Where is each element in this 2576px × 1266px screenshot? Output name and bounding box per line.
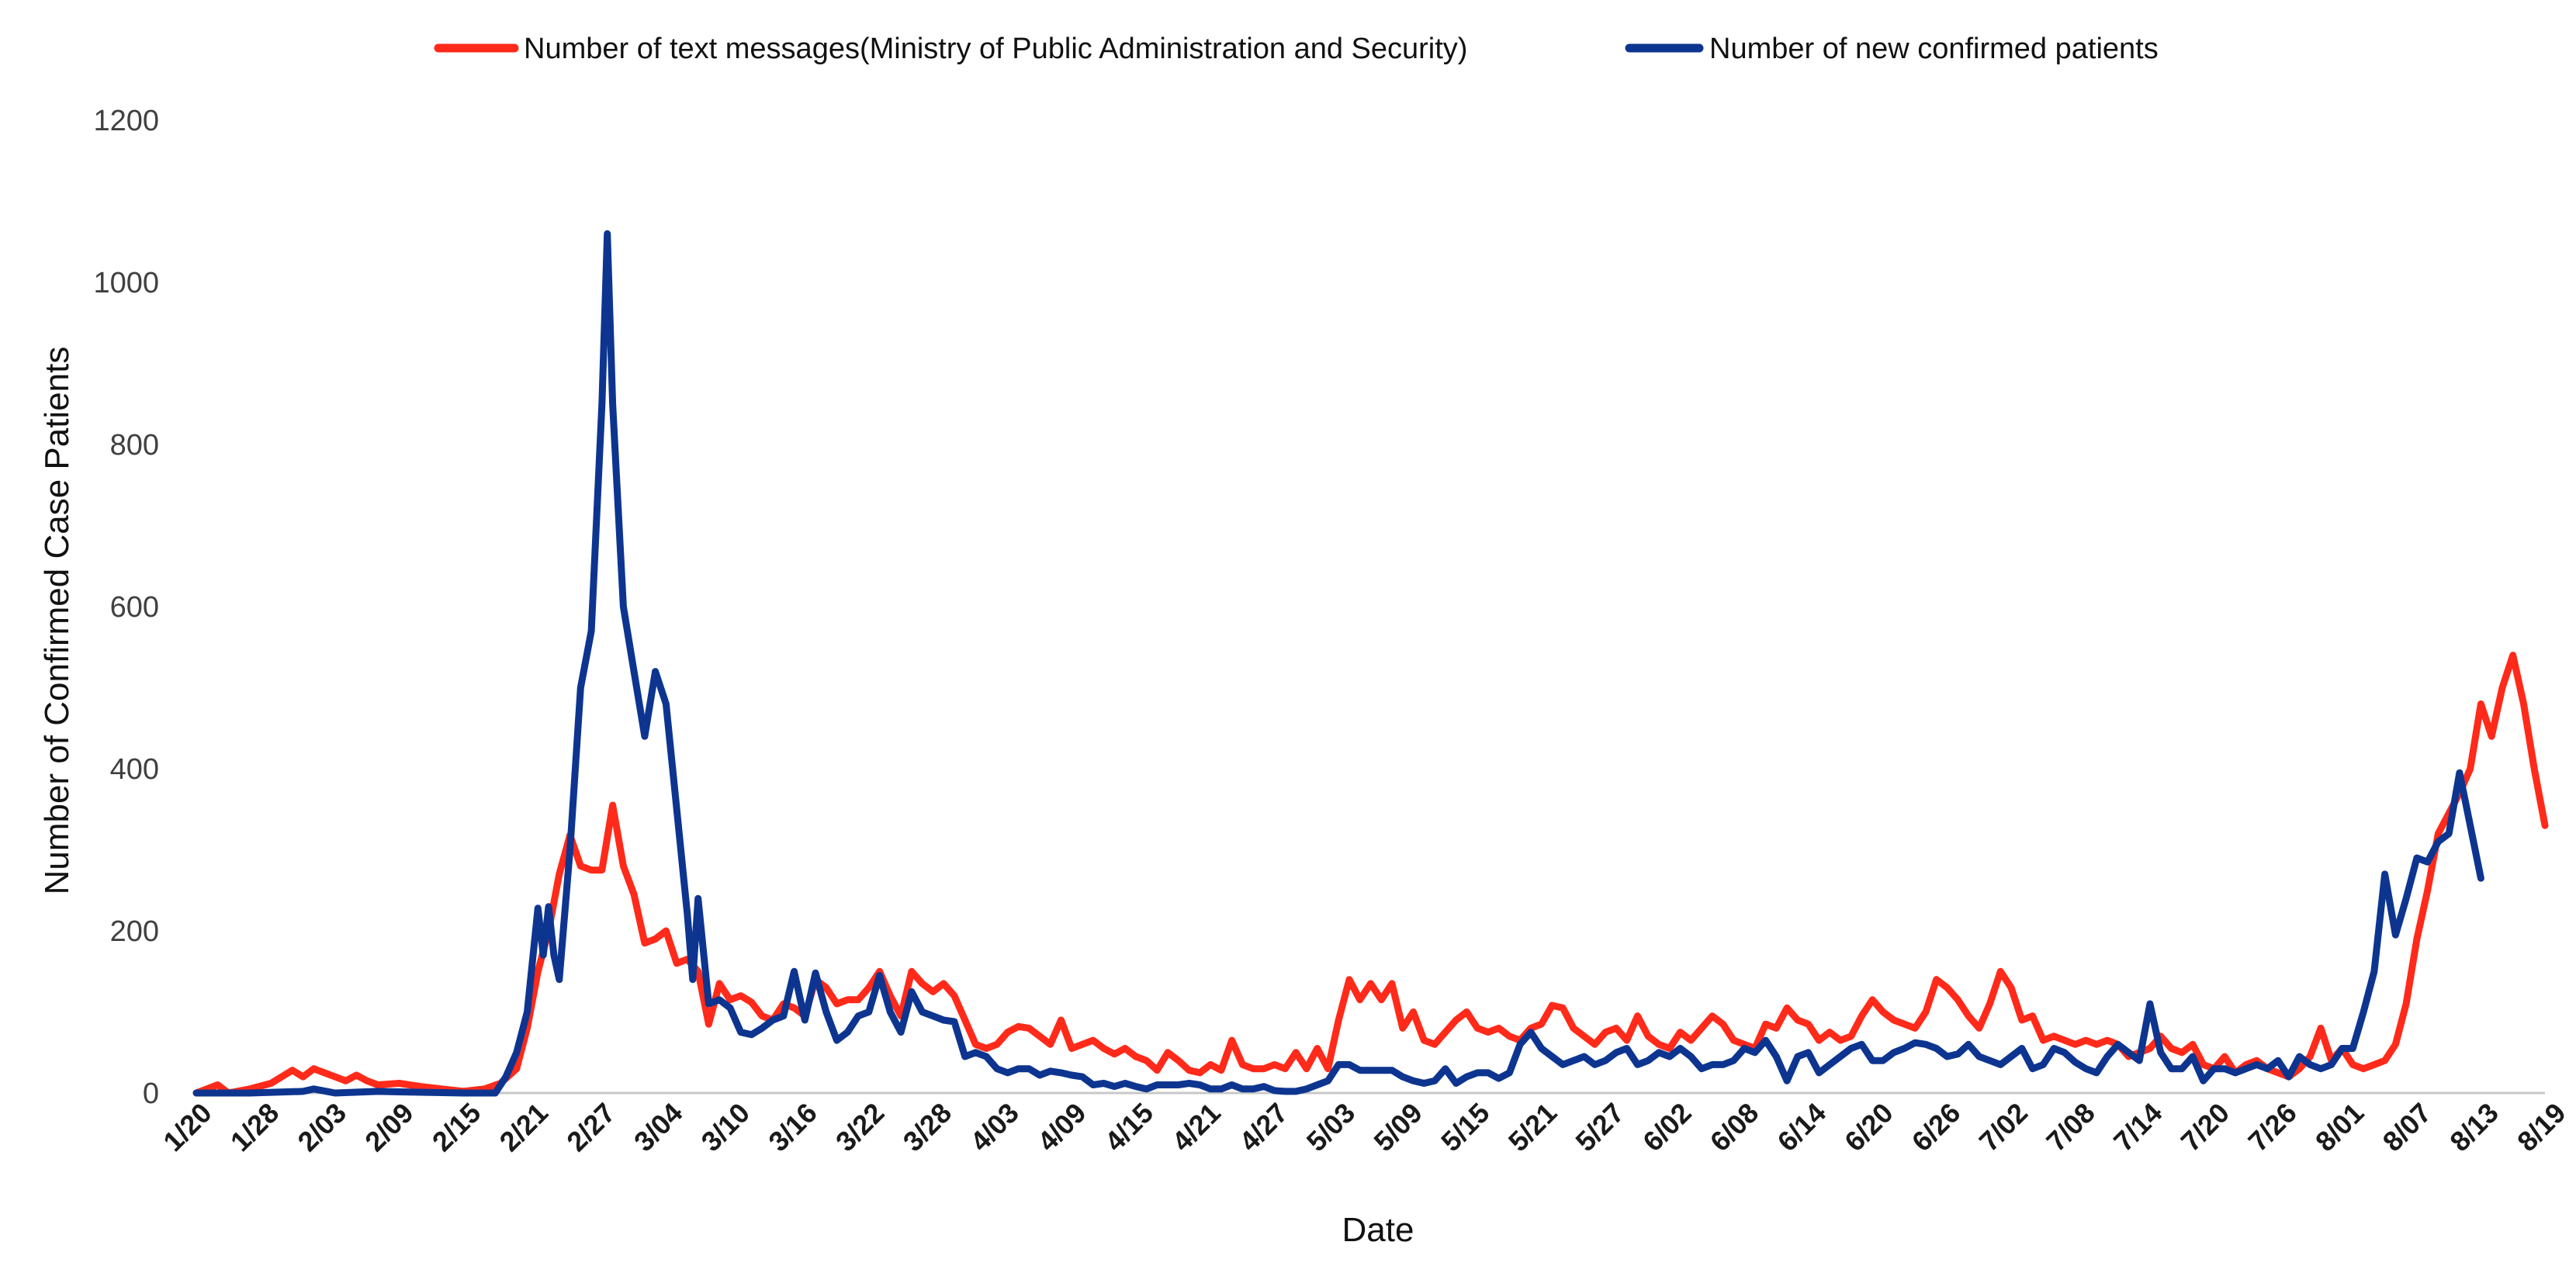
x-tick-label: 7/02 — [1973, 1097, 2034, 1158]
y-tick-label: 400 — [110, 753, 159, 786]
x-tick-label: 3/16 — [762, 1097, 823, 1158]
y-tick-label: 200 — [110, 915, 159, 948]
x-tick-label: 2/09 — [358, 1097, 420, 1158]
x-tick-label: 5/21 — [1502, 1097, 1563, 1158]
y-axis-ticks: 0 200 400 600 800 1000 1200 — [93, 105, 159, 1110]
x-tick-label: 4/27 — [1233, 1097, 1294, 1158]
x-tick-label: 2/27 — [560, 1097, 621, 1158]
x-tick-label: 8/07 — [2377, 1097, 2438, 1158]
x-axis-ticks: 1/20 1/28 2/03 2/09 2/15 2/21 2/27 3/04 3/10 3/16… — [157, 1097, 2571, 1158]
x-tick-label: 4/15 — [1099, 1097, 1160, 1158]
x-tick-label: 2/03 — [291, 1097, 352, 1158]
y-tick-label: 1200 — [93, 105, 159, 137]
x-tick-label: 6/20 — [1838, 1097, 1899, 1158]
line-confirmed-patients — [192, 230, 2484, 1097]
y-tick-label: 0 — [143, 1077, 159, 1110]
legend-label-text-messages: Number of text messages(Ministry of Publ… — [524, 33, 1467, 65]
x-tick-label: 5/15 — [1435, 1097, 1496, 1158]
x-tick-label: 5/27 — [1569, 1097, 1630, 1158]
x-tick-label: 3/04 — [628, 1097, 689, 1158]
x-tick-label: 3/22 — [829, 1097, 891, 1158]
x-tick-label: 2/15 — [426, 1097, 487, 1158]
x-tick-label: 7/26 — [2242, 1097, 2303, 1158]
x-tick-label: 6/26 — [1906, 1097, 1967, 1158]
y-tick-label: 1000 — [93, 267, 159, 299]
x-axis-title: Date — [1342, 1211, 1414, 1249]
x-tick-label: 8/19 — [2511, 1097, 2572, 1158]
x-tick-label: 3/10 — [695, 1097, 757, 1158]
x-tick-label: 2/21 — [493, 1097, 555, 1158]
x-tick-label: 6/02 — [1636, 1097, 1698, 1158]
x-tick-label: 7/14 — [2107, 1097, 2169, 1158]
series-text-messages — [192, 652, 2549, 1097]
series-layer — [192, 230, 2549, 1097]
x-tick-label: 1/20 — [157, 1097, 218, 1158]
y-tick-label: 600 — [110, 591, 159, 624]
x-tick-label: 7/20 — [2175, 1097, 2236, 1158]
x-tick-label: 4/09 — [1031, 1097, 1092, 1158]
x-tick-label: 4/03 — [964, 1097, 1025, 1158]
x-tick-label: 3/28 — [897, 1097, 958, 1158]
x-tick-label: 6/14 — [1771, 1097, 1832, 1158]
x-tick-label: 8/01 — [2309, 1097, 2370, 1158]
legend-label-confirmed-patients: Number of new confirmed patients — [1709, 33, 2159, 65]
x-tick-label: 6/08 — [1704, 1097, 1765, 1158]
series-confirmed-patients — [192, 230, 2484, 1097]
legend: Number of text messages(Ministry of Publ… — [434, 33, 2159, 65]
x-tick-label: 5/09 — [1367, 1097, 1428, 1158]
x-tick-label: 1/28 — [224, 1097, 286, 1158]
y-tick-label: 800 — [110, 429, 159, 462]
x-tick-label: 8/13 — [2443, 1097, 2505, 1158]
x-tick-label: 7/08 — [2040, 1097, 2101, 1158]
x-tick-label: 5/03 — [1300, 1097, 1362, 1158]
x-tick-label: 4/21 — [1165, 1097, 1227, 1158]
line-text-messages — [192, 652, 2549, 1097]
y-axis-title: Number of Confirmed Case Patients — [38, 347, 76, 895]
